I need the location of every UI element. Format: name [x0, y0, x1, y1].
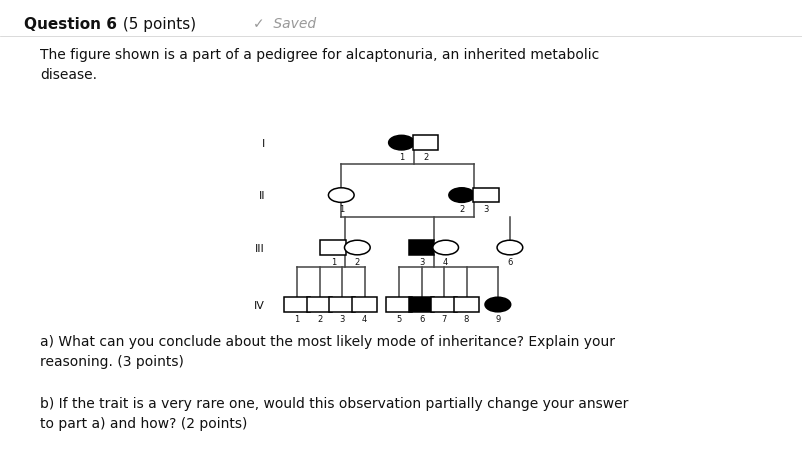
Bar [329, 298, 354, 312]
Bar [472, 188, 498, 203]
Text: 7: 7 [441, 314, 446, 323]
Circle shape [484, 298, 510, 312]
Circle shape [448, 188, 474, 203]
Text: 4: 4 [443, 257, 448, 266]
Text: 2: 2 [459, 205, 464, 214]
Circle shape [496, 241, 522, 255]
Text: 3: 3 [419, 257, 423, 266]
Text: 5: 5 [396, 314, 401, 323]
Bar [408, 241, 434, 255]
Text: 3: 3 [483, 205, 488, 214]
Bar [284, 298, 310, 312]
Text: IV: IV [253, 300, 265, 310]
Text: 3: 3 [339, 314, 344, 323]
Text: 8: 8 [464, 314, 468, 323]
Text: 1: 1 [338, 205, 343, 214]
Text: (5 points): (5 points) [118, 17, 196, 32]
Bar [431, 298, 456, 312]
Text: I: I [261, 138, 265, 148]
Bar [408, 298, 434, 312]
Circle shape [388, 136, 414, 151]
Text: The figure shown is a part of a pedigree for alcaptonuria, an inherited metaboli: The figure shown is a part of a pedigree… [40, 48, 598, 82]
Bar [453, 298, 479, 312]
Text: III: III [255, 243, 265, 253]
Bar [306, 298, 332, 312]
Text: a) What can you conclude about the most likely mode of inheritance? Explain your: a) What can you conclude about the most … [40, 334, 614, 369]
Circle shape [344, 241, 370, 255]
Bar [412, 136, 438, 151]
Text: II: II [258, 191, 265, 201]
Text: 1: 1 [294, 314, 299, 323]
Text: 2: 2 [354, 257, 359, 266]
Text: 6: 6 [419, 314, 423, 323]
Circle shape [432, 241, 458, 255]
Text: 1: 1 [330, 257, 335, 266]
Circle shape [328, 188, 354, 203]
Text: 9: 9 [495, 314, 500, 323]
Bar [320, 241, 346, 255]
Bar [386, 298, 411, 312]
Text: 1: 1 [399, 152, 403, 162]
Text: 6: 6 [507, 257, 512, 266]
Text: 2: 2 [423, 152, 427, 162]
Text: Question 6: Question 6 [24, 17, 117, 32]
Text: 2: 2 [317, 314, 322, 323]
Bar [351, 298, 377, 312]
Text: ✓  Saved: ✓ Saved [253, 17, 316, 31]
Text: 4: 4 [362, 314, 367, 323]
Text: b) If the trait is a very rare one, would this observation partially change your: b) If the trait is a very rare one, woul… [40, 396, 628, 430]
